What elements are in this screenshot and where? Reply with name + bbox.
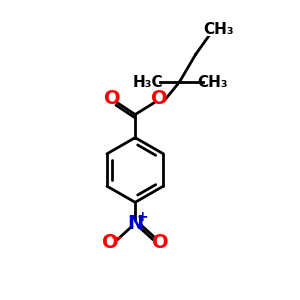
Text: CH₃: CH₃ — [203, 22, 234, 37]
Text: N: N — [127, 214, 143, 232]
Text: O: O — [152, 233, 169, 252]
Text: O: O — [102, 233, 118, 252]
Text: +: + — [136, 210, 148, 224]
Text: −: − — [110, 230, 122, 244]
Text: H₃C: H₃C — [133, 75, 163, 90]
Text: O: O — [151, 89, 168, 108]
Text: O: O — [103, 89, 120, 108]
Text: CH₃: CH₃ — [198, 75, 228, 90]
